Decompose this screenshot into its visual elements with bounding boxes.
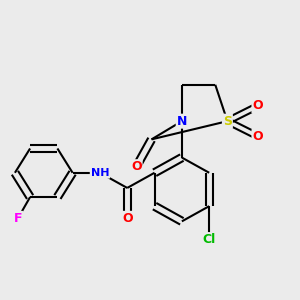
Text: O: O xyxy=(252,100,263,112)
Text: N: N xyxy=(177,115,187,128)
Text: NH: NH xyxy=(91,168,109,178)
Text: F: F xyxy=(14,212,22,225)
Text: Cl: Cl xyxy=(202,233,216,246)
Text: O: O xyxy=(131,160,142,173)
Text: O: O xyxy=(122,212,133,225)
Text: S: S xyxy=(223,115,232,128)
Text: O: O xyxy=(252,130,263,143)
